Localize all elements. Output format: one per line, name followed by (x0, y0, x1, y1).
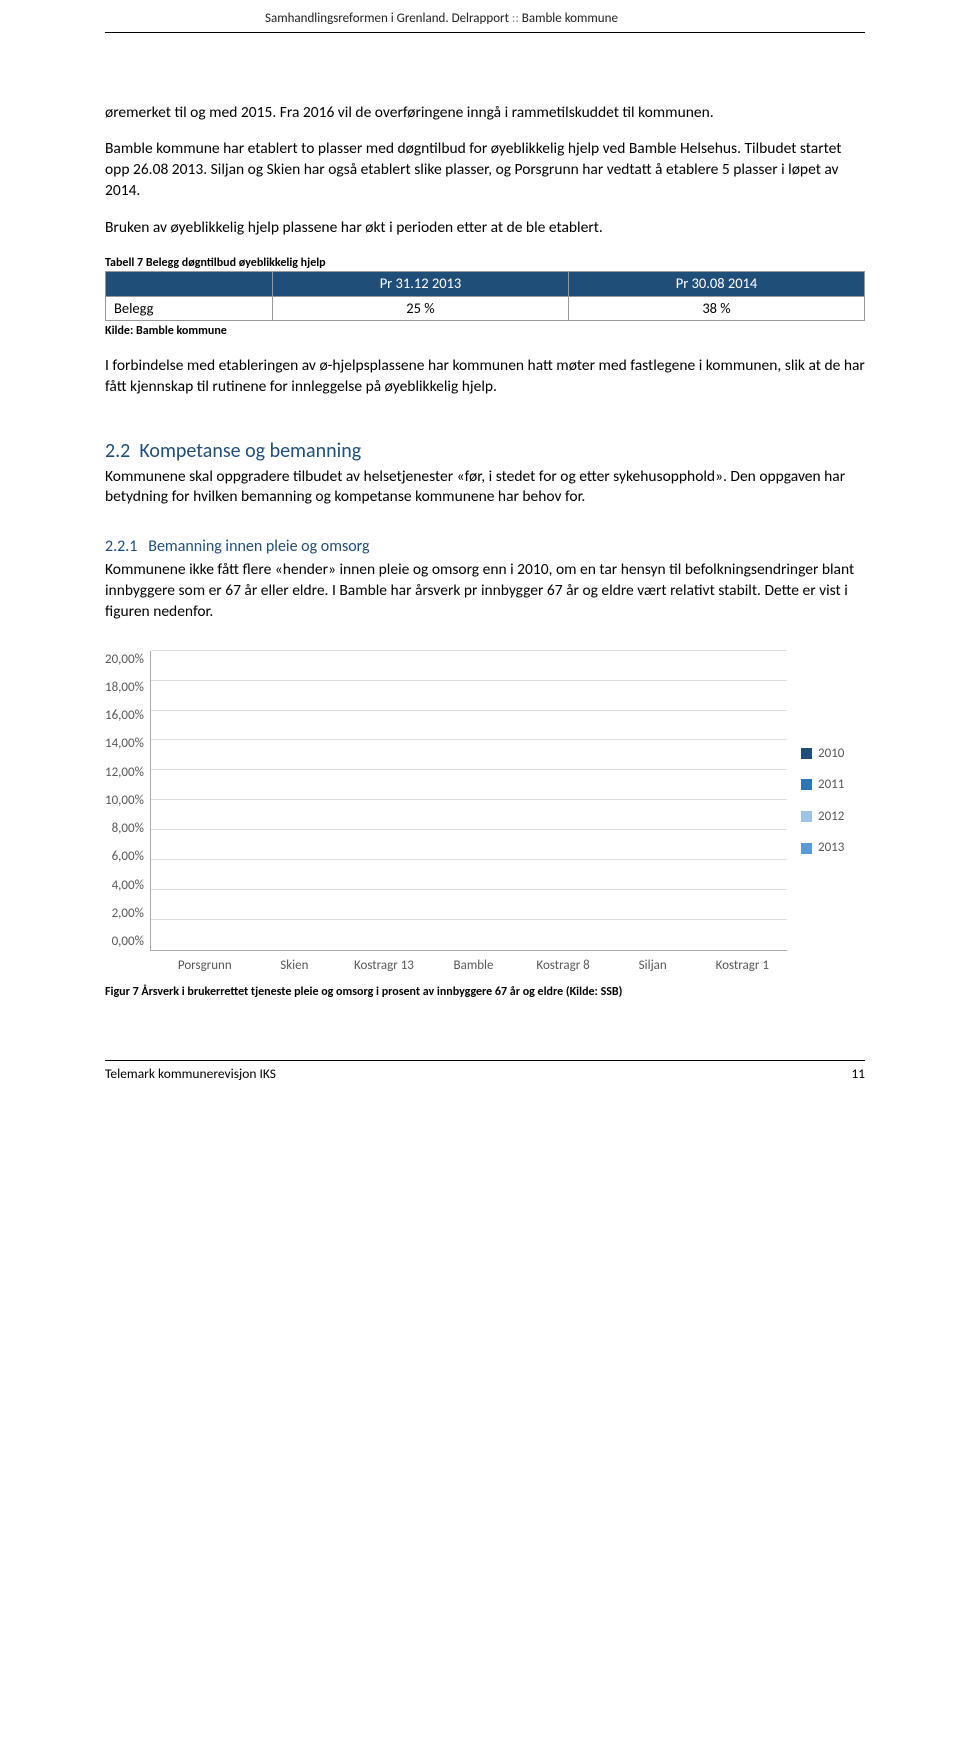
footer-page-number: 11 (851, 1065, 865, 1083)
table-row: Belegg 25 % 38 % (106, 296, 865, 321)
section-2-2-1-heading: 2.2.1 Bemanning innen pleie og omsorg (105, 536, 865, 558)
legend-item: 2011 (801, 776, 865, 794)
table-head-c1: Pr 31.12 2013 (272, 272, 568, 297)
legend-swatch (801, 811, 812, 822)
section-2-2-heading: 2.2 Kompetanse og bemanning (105, 438, 865, 465)
x-tick-label: Skien (250, 957, 340, 975)
legend-swatch (801, 779, 812, 790)
chart-x-axis: PorsgrunnSkienKostragr 13BambleKostragr … (160, 951, 787, 975)
table-row-v2: 38 % (568, 296, 864, 321)
para-4: I forbindelse med etableringen av ø-hjel… (105, 356, 865, 398)
para-3: Bruken av øyeblikkelig hjelp plassene ha… (105, 218, 865, 239)
table-row-label: Belegg (106, 296, 273, 321)
para-2: Bamble kommune har etablert to plasser m… (105, 139, 865, 202)
header-sep: :: (509, 11, 522, 26)
legend-swatch (801, 748, 812, 759)
page-footer: Telemark kommunerevisjon IKS 11 (105, 1060, 865, 1083)
y-tick-label: 18,00% (105, 679, 144, 697)
header-left: Samhandlingsreformen i Grenland. Delrapp… (265, 11, 509, 26)
x-tick-label: Kostragr 13 (339, 957, 429, 975)
y-tick-label: 14,00% (105, 735, 144, 753)
x-tick-label: Kostragr 1 (697, 957, 787, 975)
grid-line (151, 859, 787, 860)
chart-y-axis: 20,00% 18,00% 16,00% 14,00% 12,00% 10,00% 8,00… (105, 651, 150, 951)
grid-line (151, 769, 787, 770)
legend-label: 2012 (818, 808, 844, 826)
table-belegg: Pr 31.12 2013 Pr 30.08 2014 Belegg 25 % … (105, 271, 865, 321)
x-tick-label: Siljan (608, 957, 698, 975)
bar-chart: 20,00% 18,00% 16,00% 14,00% 12,00% 10,00% 8,00… (105, 651, 865, 975)
grid-line (151, 739, 787, 740)
legend-label: 2013 (818, 839, 844, 857)
sec-2-2-para: Kommunene skal oppgradere tilbudet av he… (105, 467, 865, 509)
table-header-row: Pr 31.12 2013 Pr 30.08 2014 (106, 272, 865, 297)
legend-label: 2011 (818, 776, 844, 794)
sec-num: 2.2 (105, 439, 130, 463)
header-rule (105, 32, 865, 33)
x-tick-label: Porsgrunn (160, 957, 250, 975)
table-kilde: Kilde: Bamble kommune (105, 323, 865, 339)
grid-line (151, 710, 787, 711)
sec-2-2-1-para: Kommunene ikke fått flere «hender» innen… (105, 560, 865, 623)
legend-label: 2010 (818, 745, 844, 763)
legend-item: 2013 (801, 839, 865, 857)
para-1: øremerket til og med 2015. Fra 2016 vil … (105, 103, 865, 124)
y-tick-label: 2,00% (112, 905, 144, 923)
y-tick-label: 10,00% (105, 792, 144, 810)
x-tick-label: Bamble (429, 957, 519, 975)
subsec-title: Bemanning innen pleie og omsorg (148, 537, 369, 556)
y-tick-label: 4,00% (112, 877, 144, 895)
grid-line (151, 799, 787, 800)
sec-title: Kompetanse og bemanning (139, 439, 361, 463)
chart-plot (150, 651, 787, 951)
grid-line (151, 680, 787, 681)
table-caption: Tabell 7 Belegg døgntilbud øyeblikkelig … (105, 255, 865, 271)
y-tick-label: 0,00% (112, 933, 144, 951)
y-tick-label: 20,00% (105, 651, 144, 669)
table-row-v1: 25 % (272, 296, 568, 321)
y-tick-label: 8,00% (112, 820, 144, 838)
figure-caption: Figur 7 Årsverk i brukerrettet tjeneste … (105, 984, 865, 1000)
grid-line (151, 829, 787, 830)
y-tick-label: 6,00% (112, 848, 144, 866)
footer-left: Telemark kommunerevisjon IKS (105, 1065, 276, 1083)
footer-rule (105, 1060, 865, 1061)
legend-item: 2012 (801, 808, 865, 826)
grid-line (151, 650, 787, 651)
legend-item: 2010 (801, 745, 865, 763)
legend-swatch (801, 843, 812, 854)
chart-legend: 2010 2011 2012 2013 (787, 651, 865, 951)
grid-line (151, 919, 787, 920)
header-right: Bamble kommune (522, 11, 618, 26)
table-head-c2: Pr 30.08 2014 (568, 272, 864, 297)
table-head-blank (106, 272, 273, 297)
x-tick-label: Kostragr 8 (518, 957, 608, 975)
page-header: Samhandlingsreformen i Grenland. Delrapp… (105, 10, 865, 28)
chart-bar-groups (151, 651, 787, 950)
grid-line (151, 889, 787, 890)
y-tick-label: 16,00% (105, 707, 144, 725)
y-tick-label: 12,00% (105, 764, 144, 782)
subsec-num: 2.2.1 (105, 537, 137, 556)
